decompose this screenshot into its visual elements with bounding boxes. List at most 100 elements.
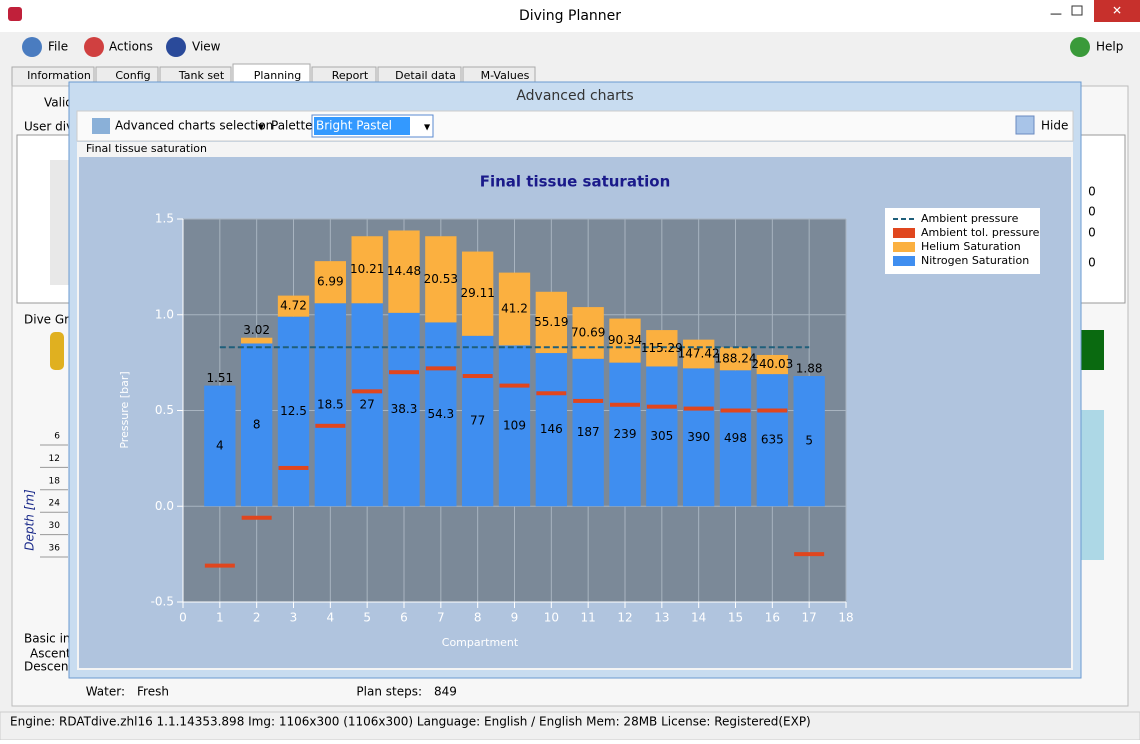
tab-label: Planning	[254, 69, 301, 82]
tab-label: Report	[332, 69, 369, 82]
bar-segment	[719, 370, 752, 507]
y-tick-label: 1.5	[155, 212, 174, 226]
menu-item[interactable]: Help	[1096, 40, 1123, 54]
hide-button[interactable]: Hide	[1041, 119, 1068, 133]
bar-label: 41.2	[501, 302, 528, 316]
bar-segment	[756, 354, 788, 375]
grid-value: 0	[1088, 256, 1096, 270]
bar-segment	[719, 347, 752, 371]
maximize[interactable]	[1071, 5, 1083, 16]
x-tick-label: 14	[691, 611, 706, 625]
bar-segment	[756, 374, 788, 507]
close[interactable]	[1094, 0, 1140, 22]
x-tick-label: 1	[216, 611, 224, 625]
menu-item[interactable]: View	[192, 40, 221, 54]
group-label: Basic info	[24, 632, 82, 646]
window-title: Diving Planner	[519, 8, 621, 24]
file-icon	[22, 37, 42, 57]
bar-label: 29.11	[460, 286, 494, 300]
actions-icon	[84, 37, 104, 57]
bar-segment	[572, 358, 604, 507]
selection-dropdown[interactable]: Advanced charts selection	[115, 119, 273, 133]
bar-label: 38.3	[391, 402, 418, 416]
tol-marker	[757, 408, 788, 413]
tol-marker	[573, 398, 604, 403]
x-tick-label: 9	[511, 611, 519, 625]
info-value: 849	[434, 685, 457, 699]
bar-segment	[241, 343, 273, 507]
bar-segment	[388, 230, 420, 313]
bar-label: 6.99	[317, 275, 344, 289]
tank-icon	[50, 332, 64, 370]
x-tick-label: 10	[544, 611, 559, 625]
tab-label: M-Values	[481, 69, 530, 82]
bar-label: 635	[761, 433, 784, 447]
y-tick-label: 0.5	[155, 403, 174, 417]
tol-marker	[462, 374, 493, 379]
bar-segment	[204, 385, 236, 507]
legend-label: Ambient tol. pressure	[921, 226, 1040, 239]
title-bar	[0, 0, 1140, 32]
bar-label: 5	[805, 434, 813, 448]
bar-label: 18.5	[317, 397, 344, 411]
depth-ticks: 6 12 18 24 30 36	[40, 432, 68, 558]
bar-segment	[425, 322, 457, 507]
x-tick-label: 18	[838, 611, 853, 625]
bar-label: 77	[470, 414, 485, 428]
tab-label: Config	[115, 69, 150, 82]
bar-label: 147.42	[678, 347, 720, 361]
tol-marker	[683, 406, 714, 411]
depth-tick: 12	[49, 454, 60, 464]
tol-marker	[278, 465, 309, 470]
bar-label: 8	[253, 417, 261, 431]
tab-label: Detail data	[395, 69, 456, 82]
bar-label: 3.02	[243, 323, 270, 337]
bar-label: 239	[614, 427, 637, 441]
bar-label: 27	[360, 397, 375, 411]
x-tick-label: 0	[179, 611, 187, 625]
bar-segment	[535, 291, 567, 354]
bar-segment	[535, 353, 567, 507]
chart-title: Final tissue saturation	[480, 173, 671, 191]
minimize[interactable]: —	[1050, 7, 1062, 21]
x-tick-label: 15	[728, 611, 743, 625]
dialog-title: Advanced charts	[516, 88, 633, 104]
menu-item[interactable]: Actions	[109, 40, 153, 54]
tol-marker	[241, 515, 272, 520]
bar-segment	[609, 362, 641, 507]
valid-button[interactable]: Valid	[44, 96, 73, 110]
close-x: ✕	[1112, 4, 1122, 18]
tol-marker	[794, 552, 825, 557]
bar-segment	[314, 261, 346, 304]
y-axis-label: Pressure [bar]	[118, 371, 131, 448]
legend-label: Ambient pressure	[921, 212, 1019, 225]
info-label: Descent r	[24, 660, 82, 674]
legend-swatch	[893, 242, 915, 252]
bar-segment	[498, 345, 531, 507]
y-tick-label: -0.5	[151, 595, 174, 609]
graph-block	[1080, 330, 1104, 370]
x-tick-label: 11	[581, 611, 596, 625]
tol-marker	[610, 402, 640, 407]
panel-label: Final tissue saturation	[86, 142, 207, 155]
bar-label: 187	[577, 425, 600, 439]
x-tick-label: 7	[437, 611, 445, 625]
depth-tick: 36	[49, 544, 61, 554]
tol-marker	[499, 383, 530, 388]
menu-item[interactable]: File	[48, 40, 68, 54]
legend-swatch	[893, 228, 915, 238]
status-bar	[0, 711, 1140, 741]
x-tick-label: 13	[654, 611, 669, 625]
tab-strip: Information Config Tank set Planning Report D…	[11, 63, 536, 87]
tol-marker	[389, 370, 419, 375]
depth-tick: 18	[49, 476, 61, 486]
bar-label: 12.5	[280, 404, 307, 418]
tol-marker	[204, 563, 235, 568]
x-tick-label: 16	[765, 611, 780, 625]
app-icon	[8, 7, 22, 21]
depth-tick: 30	[49, 521, 61, 531]
dive-grid-right	[1079, 134, 1126, 304]
bar-segment	[646, 366, 678, 507]
